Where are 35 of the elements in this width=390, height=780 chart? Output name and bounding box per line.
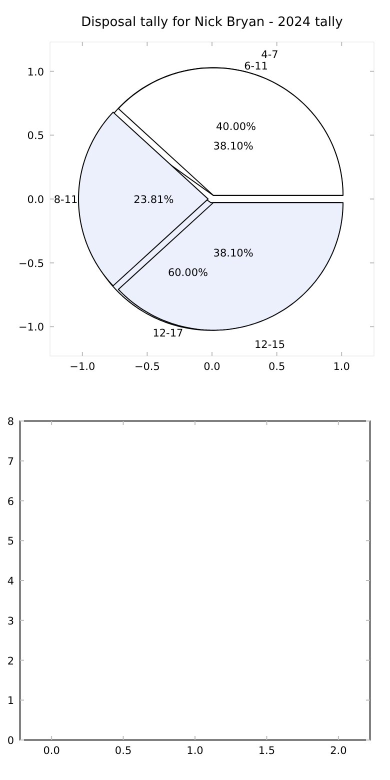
slice-label: 4-7 <box>261 49 278 62</box>
x-tick-label: 0.5 <box>114 745 132 757</box>
y-tick-label: 0.0 <box>27 194 44 206</box>
y-tick-label: 5 <box>7 536 14 548</box>
data-label: 40.00% <box>216 121 256 134</box>
data-label: 38.10% <box>213 247 254 260</box>
x-tick-label: 1.5 <box>258 745 276 757</box>
y-tick-label: 1.0 <box>27 66 44 78</box>
y-tick-label: 7 <box>7 456 14 468</box>
y-tick-label: 6 <box>7 496 14 508</box>
chart-title: Disposal tally for Nick Bryan - 2024 tally <box>81 15 344 30</box>
y-tick-label: −1.0 <box>18 322 44 334</box>
x-tick-label: 0.5 <box>268 361 286 373</box>
data-label: 38.10% <box>213 140 254 153</box>
y-tick-label: 0 <box>7 735 14 747</box>
y-tick-label: −0.5 <box>18 258 44 270</box>
y-tick-label: 8 <box>7 416 14 428</box>
y-tick-label: 4 <box>7 576 14 588</box>
slice-label: 8-11 <box>54 194 78 206</box>
x-tick-label: −1.0 <box>70 361 96 373</box>
y-tick-label: 3 <box>7 615 14 628</box>
slice-label: 6-11 <box>244 60 268 72</box>
data-label: 23.81% <box>134 194 174 206</box>
x-tick-label: 0.0 <box>43 745 60 757</box>
y-tick-label: 2 <box>7 655 14 668</box>
slice-label: 12-17 <box>152 328 184 340</box>
x-tick-label: −0.5 <box>134 361 160 373</box>
slice-label: 12-15 <box>254 338 286 351</box>
x-tick-label: 1.0 <box>333 361 350 373</box>
y-tick-label: 0.5 <box>27 130 44 142</box>
x-tick-label: 1.0 <box>186 745 204 757</box>
x-tick-label: 2.0 <box>330 745 347 757</box>
data-label: 60.00% <box>168 266 208 279</box>
y-tick-label: 1 <box>7 695 14 708</box>
x-tick-label: 0.0 <box>204 361 220 373</box>
